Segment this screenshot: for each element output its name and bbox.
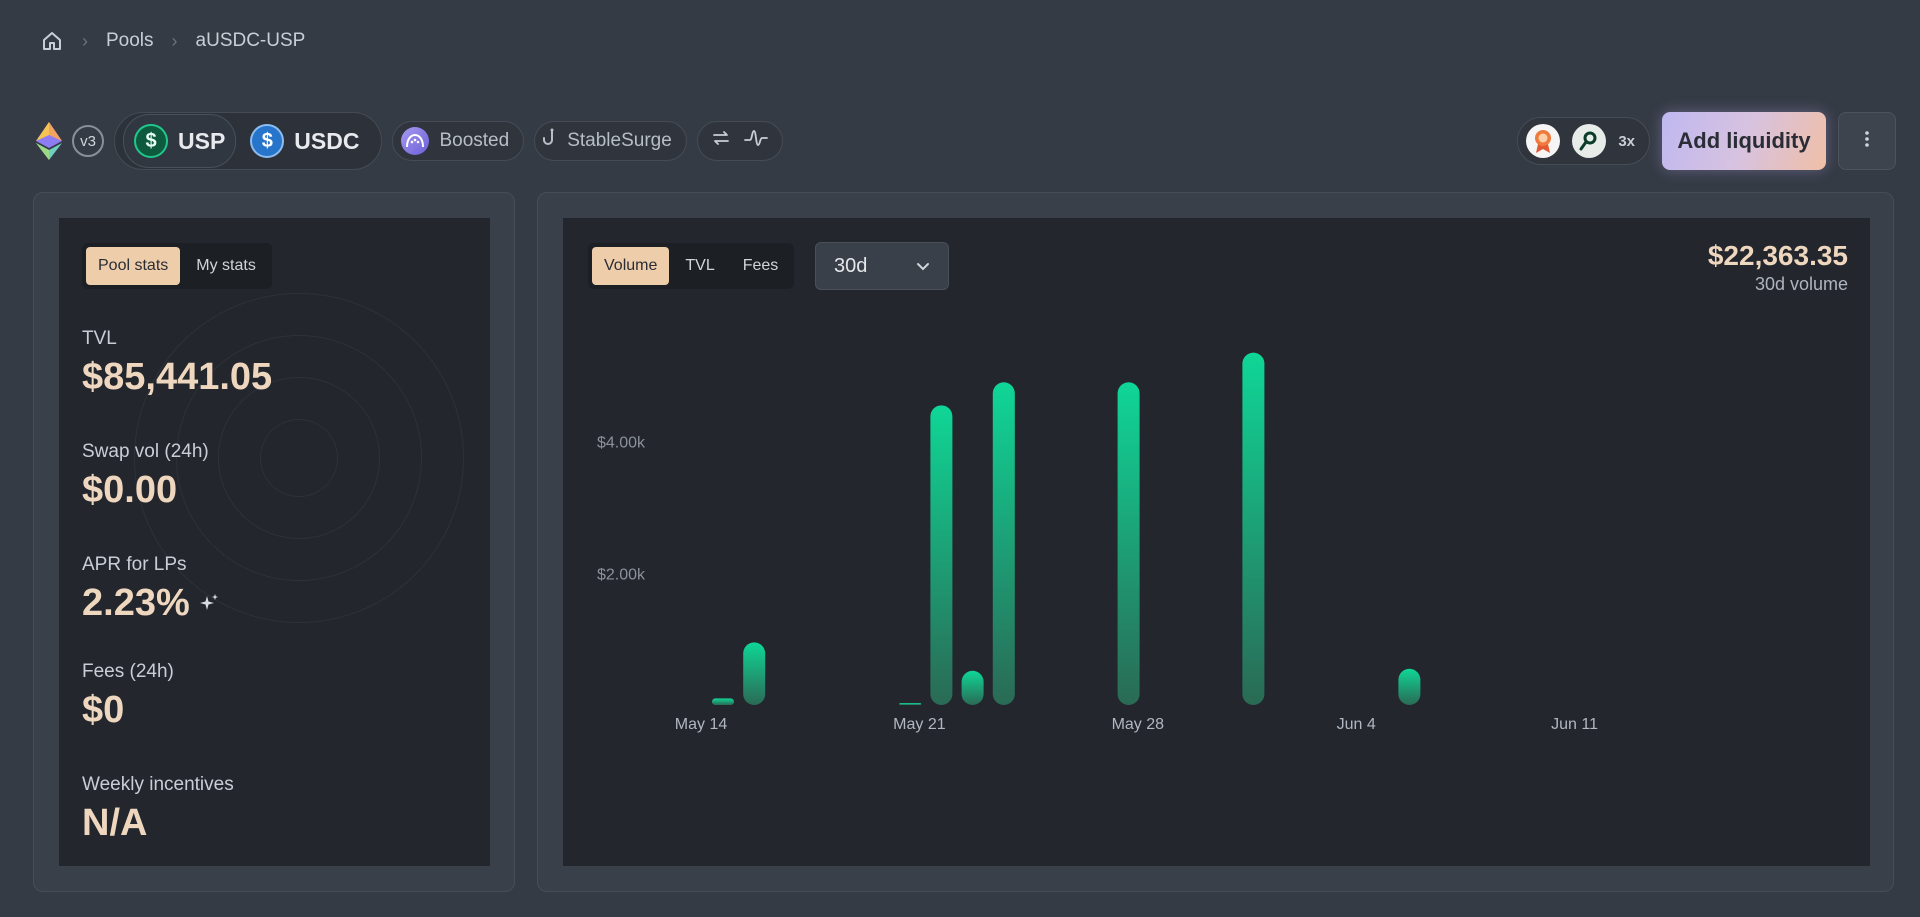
chart-summary: $22,363.35 30d volume — [1708, 240, 1848, 295]
token-usp[interactable]: $ USP — [123, 114, 237, 168]
chart-bar[interactable] — [743, 642, 766, 705]
apr-value: 2.23% — [82, 582, 190, 624]
stat-value: 2.23% — [82, 582, 220, 625]
version-badge: v3 — [72, 125, 104, 157]
incentives-value: N/A — [82, 802, 148, 844]
breadcrumb-current: aUSDC-USP — [195, 30, 306, 51]
chart-card: $2.00k $4.00k May 14 May 21 May 28 Jun 4 Jun … — [537, 192, 1894, 892]
medal-icon — [1526, 124, 1561, 158]
total-volume: $22,363.35 — [1707, 240, 1848, 271]
token-usdc-label: USDC — [294, 127, 360, 154]
tab-volume[interactable]: Volume — [592, 247, 670, 285]
sparkle-icon[interactable] — [198, 593, 220, 615]
x-tick-label: May 21 — [893, 716, 946, 733]
chevron-right-icon: › — [171, 30, 178, 51]
stat-label: Swap vol (24h) — [82, 441, 209, 462]
tab-my-stats[interactable]: My stats — [196, 257, 256, 274]
chart-bar[interactable] — [712, 698, 734, 705]
x-tick-label: May 28 — [1112, 716, 1165, 733]
hook-icon — [543, 128, 557, 154]
pool-header: v3 $ USP $ USDC Boosted StableSurge — [36, 112, 1896, 170]
pool-stats-panel: Pool stats My stats TVL $85,441.05 Swap … — [59, 218, 490, 866]
boosted-chip[interactable]: Boosted — [392, 121, 525, 161]
usp-coin-icon: $ — [134, 124, 168, 158]
pool-chips: v3 $ USP $ USDC Boosted StableSurge — [36, 112, 783, 170]
breadcrumb-pools[interactable]: Pools — [106, 30, 154, 51]
decorative-rings — [99, 258, 490, 658]
boosted-label: Boosted — [439, 130, 510, 151]
chart-bar[interactable] — [1242, 352, 1265, 705]
x-tick-label: Jun 11 — [1551, 716, 1598, 733]
stat-fees: Fees (24h) $0 — [82, 661, 174, 732]
swap-arrows-icon — [712, 129, 730, 153]
boosted-icon — [401, 127, 430, 155]
stat-label: TVL — [82, 328, 117, 349]
breadcrumb: › Pools › aUSDC-USP — [40, 26, 305, 56]
stat-label: Weekly incentives — [82, 774, 234, 795]
swap-volume-value: $0.00 — [82, 469, 178, 511]
hook-chip[interactable]: StableSurge — [534, 121, 687, 161]
x-tick-label: Jun 4 — [1337, 716, 1376, 733]
more-options-button[interactable] — [1838, 112, 1896, 170]
home-icon[interactable] — [40, 29, 64, 53]
chart-bar[interactable] — [992, 382, 1015, 705]
hook-label: StableSurge — [567, 130, 672, 151]
rewards-chip[interactable]: 3x — [1517, 117, 1650, 165]
tab-pool-stats[interactable]: Pool stats — [86, 247, 181, 285]
y-tick-label: $2.00k — [597, 566, 646, 583]
pool-stats-card: Pool stats My stats TVL $85,441.05 Swap … — [33, 192, 515, 892]
stable-curve-icon — [743, 128, 768, 154]
chart-metric-tabs: Volume TVL Fees — [588, 243, 795, 289]
tab-fees[interactable]: Fees — [742, 257, 779, 274]
chart-bar[interactable] — [930, 405, 953, 705]
stat-value: $85,441.05 — [82, 356, 272, 399]
chart-bar[interactable] — [961, 670, 984, 705]
kebab-menu-icon — [1864, 129, 1870, 154]
fees-value: $0 — [82, 689, 125, 731]
stat-weekly-incentives: Weekly incentives N/A — [82, 774, 234, 845]
chart-bar[interactable] — [1117, 382, 1140, 705]
y-tick-label: $4.00k — [597, 435, 646, 452]
stat-value: $0.00 — [82, 469, 209, 512]
chevron-down-icon — [916, 255, 930, 278]
stat-label: Fees (24h) — [82, 661, 174, 682]
points-multiplier: 3x — [1618, 132, 1635, 150]
header-actions: 3x Add liquidity — [1517, 112, 1896, 170]
stat-label: APR for LPs — [82, 554, 187, 575]
period-select[interactable]: 30d — [815, 242, 949, 290]
add-liquidity-button[interactable]: Add liquidity — [1662, 112, 1826, 170]
usdc-coin-icon: $ — [250, 124, 285, 158]
stat-value: N/A — [82, 802, 234, 845]
token-pair: $ USP $ USDC — [114, 112, 383, 170]
tvl-value: $85,441.05 — [82, 356, 273, 398]
total-volume-label: 30d volume — [1754, 274, 1848, 294]
chart-panel: $2.00k $4.00k May 14 May 21 May 28 Jun 4 Jun … — [563, 218, 1870, 866]
chart-bar[interactable] — [899, 703, 922, 705]
chart-bar[interactable] — [1398, 668, 1421, 705]
stat-swap-volume: Swap vol (24h) $0.00 — [82, 441, 209, 512]
stat-apr: APR for LPs 2.23% — [82, 554, 220, 625]
period-value: 30d — [834, 254, 868, 277]
stats-tab-group: Pool stats My stats — [82, 243, 272, 289]
points-icon — [1572, 124, 1607, 158]
x-tick-label: May 14 — [675, 716, 728, 733]
volume-chart: $2.00k $4.00k May 14 May 21 May 28 Jun 4 Jun … — [597, 352, 1598, 733]
token-usp-label: USP — [178, 127, 226, 154]
ethereum-icon — [36, 122, 62, 160]
pool-type-chip[interactable] — [696, 121, 783, 161]
stat-value: $0 — [82, 689, 174, 732]
stat-tvl: TVL $85,441.05 — [82, 328, 272, 399]
token-usdc[interactable]: $ USDC — [240, 115, 369, 167]
tab-tvl[interactable]: TVL — [685, 257, 715, 274]
chevron-right-icon: › — [82, 30, 88, 51]
